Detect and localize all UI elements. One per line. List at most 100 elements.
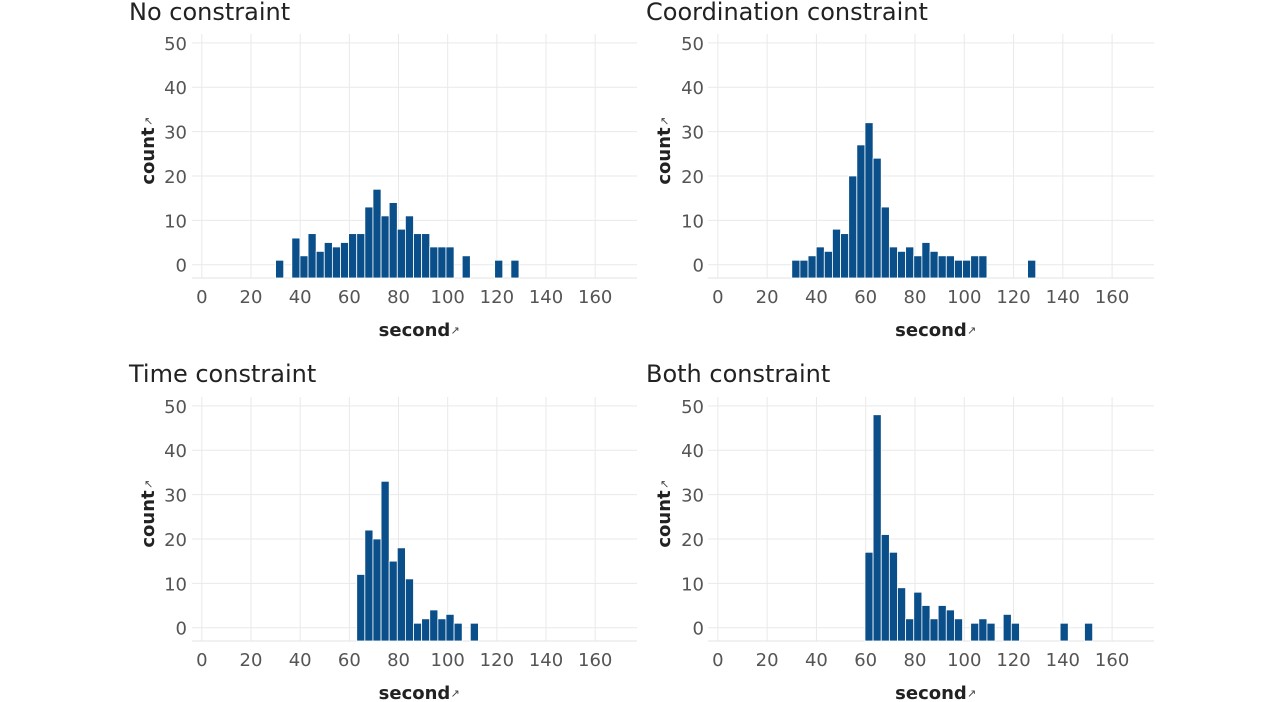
- histogram-bar: [970, 622, 980, 642]
- histogram-bar: [848, 175, 858, 279]
- x-tick-label: 80: [904, 650, 927, 671]
- y-tick-label: 10: [681, 574, 704, 595]
- panel-title: Time constraint: [128, 360, 316, 388]
- histogram-bar: [421, 618, 431, 642]
- x-tick-label: 160: [578, 287, 612, 308]
- x-axis-title: second: [895, 683, 967, 702]
- x-tick-label: 0: [196, 287, 207, 308]
- histogram-bar: [937, 605, 947, 642]
- sort-icon[interactable]: ↗: [142, 117, 155, 126]
- x-tick-label: 100: [431, 287, 465, 308]
- histogram-bar: [913, 255, 923, 279]
- sort-icon[interactable]: ↗: [142, 480, 155, 489]
- histogram-bar: [945, 255, 955, 279]
- sort-icon[interactable]: ↗: [451, 687, 460, 700]
- histogram-bar: [380, 480, 390, 642]
- x-tick-label: 140: [1046, 650, 1080, 671]
- y-tick-label: 10: [164, 574, 187, 595]
- y-tick-label: 30: [681, 123, 704, 144]
- histogram-bar: [469, 622, 479, 642]
- histogram-bar: [937, 255, 947, 279]
- histogram-bar: [929, 618, 939, 642]
- y-axis-title: count: [138, 127, 159, 185]
- y-axis-title-group: count↗: [138, 480, 159, 548]
- y-tick-label: 0: [693, 256, 704, 277]
- histogram-bar: [340, 242, 350, 279]
- histogram-bar: [799, 259, 809, 279]
- panel-title: No constraint: [129, 0, 290, 26]
- x-tick-label: 20: [240, 650, 263, 671]
- histogram-bar: [510, 259, 520, 279]
- sort-icon[interactable]: ↗: [658, 117, 671, 126]
- histogram-bar: [323, 242, 333, 279]
- histogram-bar: [396, 547, 406, 642]
- histogram-bar: [807, 255, 817, 279]
- histogram-bar: [815, 246, 825, 279]
- histogram-bar: [404, 578, 414, 642]
- histogram-bar: [404, 215, 414, 279]
- y-tick-label: 10: [681, 211, 704, 232]
- y-tick-label: 40: [164, 78, 187, 99]
- histogram-bar: [954, 259, 963, 279]
- x-tick-label: 60: [854, 287, 877, 308]
- y-tick-label: 50: [681, 34, 704, 55]
- histogram-bar: [445, 613, 455, 642]
- y-tick-label: 30: [681, 486, 704, 507]
- histogram-bar: [429, 609, 439, 642]
- histogram-bar: [445, 246, 455, 279]
- sort-icon[interactable]: ↗: [658, 480, 671, 489]
- histogram-bar: [840, 233, 850, 279]
- histogram-bar: [275, 259, 285, 279]
- histogram-bar: [823, 250, 833, 279]
- histogram-bar: [372, 188, 382, 279]
- histogram-bar: [372, 538, 382, 642]
- histogram-bar: [364, 529, 374, 642]
- y-tick-label: 30: [164, 123, 187, 144]
- histogram-bar: [986, 622, 996, 642]
- x-tick-label: 80: [904, 287, 927, 308]
- y-tick-label: 30: [164, 486, 187, 507]
- y-tick-label: 50: [164, 397, 187, 418]
- x-tick-label: 120: [996, 650, 1030, 671]
- histogram-bar: [929, 250, 939, 279]
- y-axis-title-group: count↗: [654, 480, 675, 548]
- y-tick-label: 0: [693, 619, 704, 640]
- sort-icon[interactable]: ↗: [967, 687, 976, 700]
- y-tick-label: 20: [681, 530, 704, 551]
- histogram-bar: [872, 414, 882, 642]
- x-tick-label: 40: [805, 287, 828, 308]
- histogram-bar: [921, 242, 931, 279]
- histogram-bar: [888, 551, 898, 642]
- x-tick-label: 40: [289, 650, 312, 671]
- x-tick-label: 0: [712, 650, 723, 671]
- sort-icon[interactable]: ↗: [967, 324, 976, 337]
- histogram-bar: [1084, 622, 1094, 642]
- histogram-bar: [437, 618, 447, 642]
- histogram-bar: [962, 259, 972, 279]
- sort-icon[interactable]: ↗: [451, 324, 460, 337]
- histogram-bar: [307, 233, 317, 279]
- y-axis-title: count: [654, 490, 675, 548]
- x-tick-label: 60: [338, 650, 361, 671]
- histogram-bar: [791, 259, 801, 279]
- histogram-bar: [388, 202, 398, 279]
- x-tick-label: 20: [756, 650, 779, 671]
- x-tick-label: 160: [1095, 287, 1129, 308]
- chart-panel: Time constraint 0 10 20 30 40 50 0 20 40 60 80 100 12…: [128, 360, 637, 702]
- y-tick-label: 20: [681, 167, 704, 188]
- x-tick-label: 100: [431, 650, 465, 671]
- x-tick-label: 120: [480, 287, 514, 308]
- x-tick-label: 120: [996, 287, 1030, 308]
- histogram-bar: [1002, 613, 1012, 642]
- histogram-bar: [421, 233, 431, 279]
- histogram-bar: [364, 206, 374, 279]
- y-axis-title-group: count↗: [654, 117, 675, 185]
- x-tick-label: 20: [756, 287, 779, 308]
- histogram-bar: [913, 591, 923, 642]
- y-axis-title-group: count↗: [138, 117, 159, 185]
- histogram-bar: [970, 255, 980, 279]
- x-axis-title: second: [379, 683, 451, 702]
- histogram-bar: [356, 574, 366, 642]
- histogram-bar: [331, 246, 341, 279]
